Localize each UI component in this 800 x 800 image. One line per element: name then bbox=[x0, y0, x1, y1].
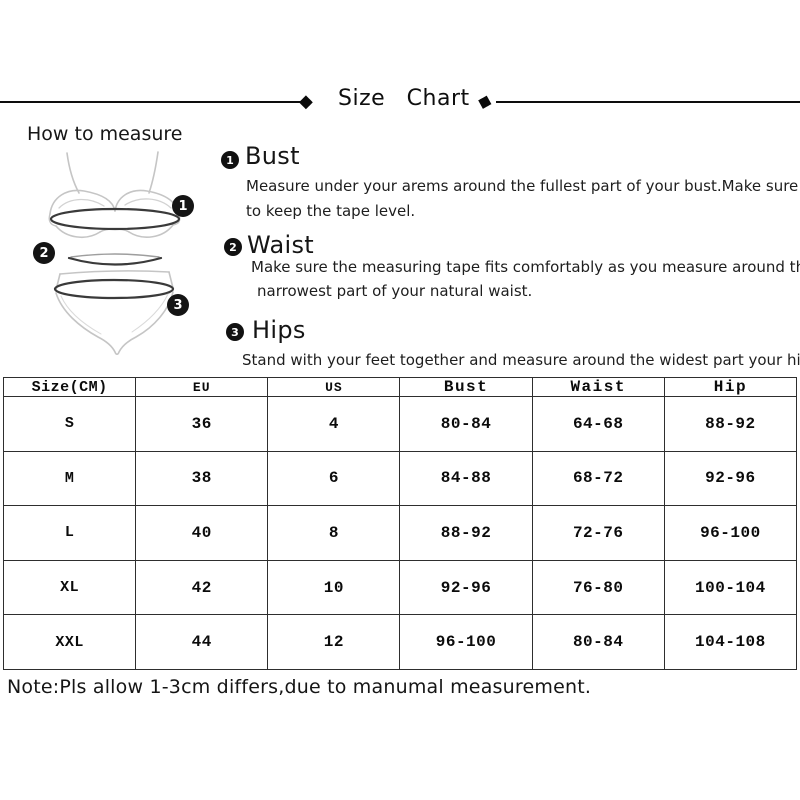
cell-us: 10 bbox=[267, 559, 401, 616]
cell-eu: 38 bbox=[135, 450, 269, 507]
bikini-measurement-illustration bbox=[28, 146, 218, 371]
page-title: Size Chart bbox=[338, 86, 470, 111]
bust-instruction-line: Measure under your arems around the full… bbox=[246, 177, 799, 195]
table-row-xxl: XXL 44 12 96-100 80-84 104-108 bbox=[2, 614, 798, 670]
bust-instruction-line: to keep the tape level. bbox=[246, 202, 416, 220]
cell-waist: 80-84 bbox=[531, 614, 665, 670]
waist-instruction-line: narrowest part of your natural waist. bbox=[257, 282, 533, 300]
size-table: Size(CM) EU US Bust Waist Hip S 36 4 80-… bbox=[2, 377, 798, 670]
cell-hip: 92-96 bbox=[663, 450, 798, 507]
cell-bust: 92-96 bbox=[399, 559, 533, 616]
cell-eu: 44 bbox=[135, 614, 269, 670]
cell-eu: 42 bbox=[135, 559, 269, 616]
table-row-xl: XL 42 10 92-96 76-80 100-104 bbox=[2, 559, 798, 616]
measure-marker-2: 2 bbox=[33, 242, 55, 264]
bust-number-badge: 1 bbox=[221, 151, 239, 169]
cell-size: XXL bbox=[2, 614, 137, 670]
cell-bust: 80-84 bbox=[399, 396, 533, 452]
column-header-hip: Hip bbox=[663, 377, 798, 397]
bust-heading: Bust bbox=[245, 142, 300, 170]
size-table-header-row: Size(CM) EU US Bust Waist Hip bbox=[2, 377, 798, 397]
measure-marker-3: 3 bbox=[167, 294, 189, 316]
cell-us: 8 bbox=[267, 505, 401, 561]
diamond-icon: ◆ bbox=[299, 91, 313, 112]
cell-waist: 64-68 bbox=[531, 396, 665, 452]
cell-hip: 100-104 bbox=[663, 559, 798, 616]
waist-heading: Waist bbox=[247, 231, 314, 259]
cell-us: 12 bbox=[267, 614, 401, 670]
cell-size: L bbox=[2, 505, 137, 561]
table-row-l: L 40 8 88-92 72-76 96-100 bbox=[2, 505, 798, 561]
cell-waist: 68-72 bbox=[531, 450, 665, 507]
cell-hip: 96-100 bbox=[663, 505, 798, 561]
cell-hip: 104-108 bbox=[663, 614, 798, 670]
cell-waist: 72-76 bbox=[531, 505, 665, 561]
header-rule-right bbox=[496, 101, 800, 103]
column-header-us: US bbox=[267, 377, 401, 397]
cell-size: XL bbox=[2, 559, 137, 616]
cell-eu: 36 bbox=[135, 396, 269, 452]
cell-size: M bbox=[2, 450, 137, 507]
waist-number-badge: 2 bbox=[224, 238, 242, 256]
note-text: Note:Pls allow 1-3cm differs,due to manu… bbox=[7, 676, 592, 698]
table-row-m: M 38 6 84-88 68-72 92-96 bbox=[2, 450, 798, 507]
measure-marker-1: 1 bbox=[172, 195, 194, 217]
cell-eu: 40 bbox=[135, 505, 269, 561]
diamond-icon: ◆ bbox=[475, 89, 495, 114]
column-header-bust: Bust bbox=[399, 377, 533, 397]
column-header-waist: Waist bbox=[531, 377, 665, 397]
cell-size: S bbox=[2, 396, 137, 452]
how-to-measure-title: How to measure bbox=[27, 123, 183, 145]
cell-us: 4 bbox=[267, 396, 401, 452]
hips-number-badge: 3 bbox=[226, 323, 244, 341]
cell-hip: 88-92 bbox=[663, 396, 798, 452]
cell-bust: 84-88 bbox=[399, 450, 533, 507]
cell-bust: 96-100 bbox=[399, 614, 533, 670]
cell-bust: 88-92 bbox=[399, 505, 533, 561]
header-rule-left bbox=[0, 101, 301, 103]
waist-instruction-line: Make sure the measuring tape fits comfor… bbox=[251, 258, 800, 276]
table-row-s: S 36 4 80-84 64-68 88-92 bbox=[2, 396, 798, 452]
column-header-eu: EU bbox=[135, 377, 269, 397]
bikini-line-art-icon bbox=[48, 151, 181, 356]
hips-heading: Hips bbox=[252, 316, 306, 344]
column-header-size: Size(CM) bbox=[2, 377, 137, 397]
cell-waist: 76-80 bbox=[531, 559, 665, 616]
hips-instruction-line: Stand with your feet together and measur… bbox=[242, 351, 800, 369]
cell-us: 6 bbox=[267, 450, 401, 507]
